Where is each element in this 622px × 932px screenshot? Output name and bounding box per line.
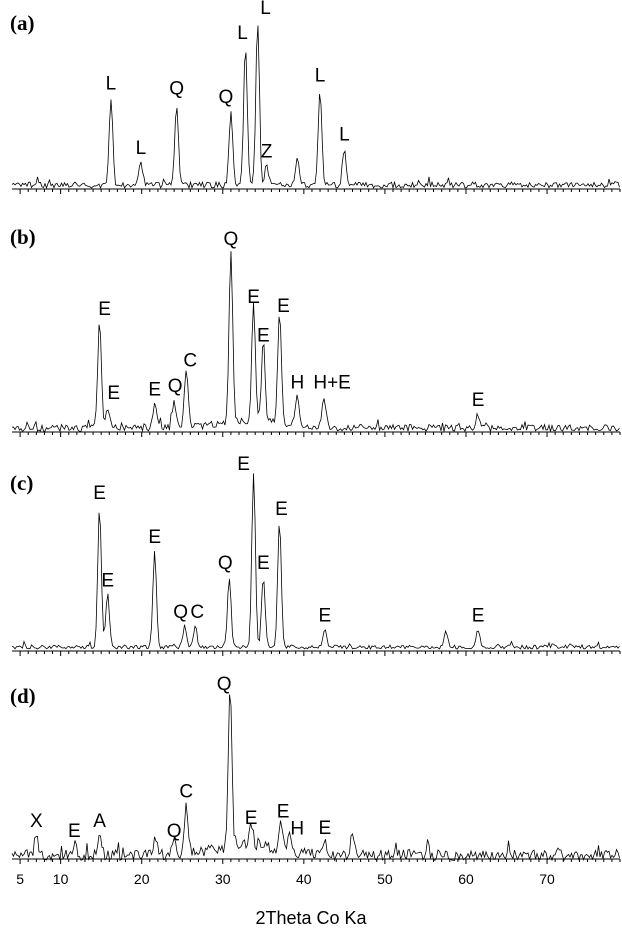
peak-label: C: [190, 602, 204, 623]
peak-label: L: [260, 0, 271, 19]
x-axis-title: 2Theta Co Ka: [255, 908, 367, 928]
x-tick-label: 30: [215, 871, 231, 887]
peak-label: L: [136, 138, 147, 159]
x-tick-label: 70: [539, 871, 555, 887]
panel-label: (b): [10, 225, 36, 249]
peak-label: Q: [173, 602, 188, 623]
peak-label: Q: [169, 79, 184, 100]
peak-label: L: [339, 125, 350, 146]
xrd-trace: [12, 26, 620, 189]
peak-label: L: [315, 65, 326, 86]
peak-label: L: [106, 74, 117, 95]
peak-label: E: [107, 383, 120, 404]
peak-label: Q: [168, 376, 183, 397]
peak-label: E: [277, 801, 290, 822]
peak-label: E: [277, 296, 290, 317]
panel-label: (a): [10, 11, 35, 35]
peak-label: E: [319, 818, 332, 839]
peak-label: E: [148, 527, 161, 548]
peak-label: E: [247, 287, 260, 308]
peak-label: E: [93, 483, 106, 504]
xrd-trace: [12, 251, 620, 431]
panel-label: (d): [10, 684, 36, 708]
peak-label: E: [148, 380, 161, 401]
peak-label: E: [245, 808, 258, 829]
peak-label: Q: [167, 821, 182, 842]
peak-label: L: [237, 23, 248, 44]
peak-label: X: [30, 811, 43, 832]
peak-label: E: [319, 606, 332, 627]
peak-label: A: [93, 811, 106, 832]
x-tick-label: 50: [377, 871, 393, 887]
peak-label: E: [472, 390, 485, 411]
bottom-axis: 5 10 20 30 40 50 60 70: [16, 871, 555, 887]
peak-label: C: [183, 350, 197, 371]
peak-label: E: [68, 821, 81, 842]
panel-label: (c): [10, 471, 33, 495]
peak-label: H+E: [313, 373, 351, 394]
xrd-trace: [12, 695, 620, 861]
peak-label: E: [101, 571, 114, 592]
peak-label: Q: [224, 229, 239, 250]
peak-label: Q: [218, 553, 233, 574]
peak-label: Q: [217, 674, 232, 695]
peak-label: C: [179, 782, 193, 803]
peak-label: E: [275, 499, 288, 520]
peak-label: E: [237, 454, 250, 475]
peak-label: Z: [261, 142, 273, 163]
peak-label: H: [290, 819, 304, 840]
peak-label: E: [257, 553, 270, 574]
peak-label: E: [257, 326, 270, 347]
x-tick-label: 20: [134, 871, 150, 887]
peak-label: E: [472, 606, 485, 627]
peak-label: Q: [219, 87, 234, 108]
x-tick-label: 40: [296, 871, 312, 887]
x-tick-label: 5: [16, 871, 24, 887]
x-tick-label: 10: [53, 871, 69, 887]
peak-label: E: [98, 299, 111, 320]
x-tick-label: 60: [458, 871, 474, 887]
peak-label: H: [291, 373, 305, 394]
